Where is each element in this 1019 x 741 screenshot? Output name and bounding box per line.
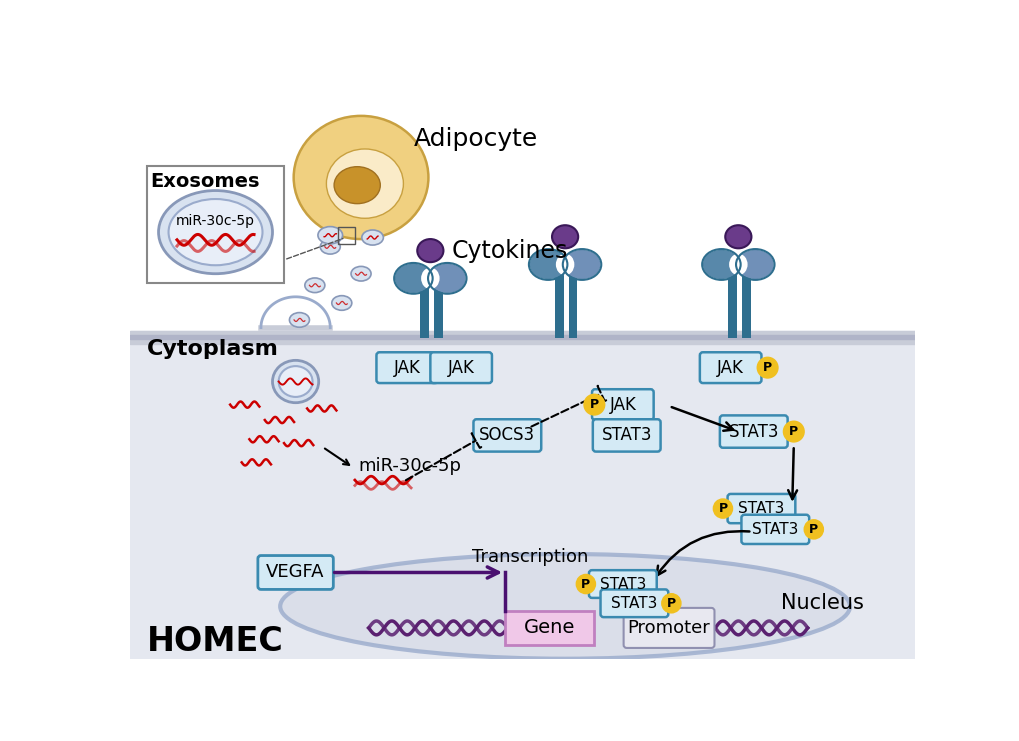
Ellipse shape (417, 239, 443, 262)
FancyBboxPatch shape (588, 570, 656, 598)
Ellipse shape (362, 230, 383, 245)
FancyBboxPatch shape (473, 419, 541, 451)
Ellipse shape (168, 199, 262, 265)
Ellipse shape (158, 190, 272, 273)
Text: Exosomes: Exosomes (150, 172, 259, 191)
Text: JAK: JAK (447, 359, 474, 376)
Ellipse shape (305, 278, 324, 293)
Ellipse shape (289, 313, 309, 328)
Text: P: P (589, 398, 598, 411)
Ellipse shape (351, 267, 371, 281)
Ellipse shape (394, 264, 431, 293)
Text: STAT3: STAT3 (601, 426, 651, 445)
Text: P: P (789, 425, 798, 438)
Bar (569, 272, 577, 338)
Ellipse shape (529, 250, 567, 279)
Circle shape (661, 594, 680, 613)
Text: Cytokines: Cytokines (451, 239, 568, 262)
Ellipse shape (278, 366, 312, 397)
Ellipse shape (564, 250, 600, 279)
FancyBboxPatch shape (727, 494, 795, 523)
Text: P: P (762, 361, 771, 374)
FancyBboxPatch shape (591, 389, 653, 420)
Text: VEGFA: VEGFA (266, 563, 324, 582)
Ellipse shape (551, 225, 578, 248)
Text: miR-30c-5p: miR-30c-5p (358, 457, 461, 475)
Bar (129, 331, 915, 344)
Text: P: P (808, 523, 817, 536)
Text: Gene: Gene (524, 619, 575, 637)
Circle shape (783, 422, 803, 442)
Text: STAT3: STAT3 (751, 522, 798, 537)
Bar (554, 272, 564, 338)
Ellipse shape (702, 250, 739, 279)
Ellipse shape (428, 264, 466, 293)
Ellipse shape (334, 167, 380, 204)
Text: Cytoplasm: Cytoplasm (147, 339, 278, 359)
Bar (434, 286, 442, 338)
Ellipse shape (293, 116, 428, 239)
Ellipse shape (326, 149, 403, 219)
Bar (728, 272, 736, 338)
Bar (337, 227, 355, 244)
Ellipse shape (421, 268, 439, 289)
FancyBboxPatch shape (623, 608, 713, 648)
Circle shape (804, 520, 822, 539)
Circle shape (757, 358, 776, 378)
Text: miR-30c-5p: miR-30c-5p (176, 214, 255, 228)
Bar (147, 166, 283, 283)
Ellipse shape (320, 239, 340, 254)
Ellipse shape (331, 296, 352, 310)
Text: STAT3: STAT3 (599, 576, 645, 591)
Ellipse shape (555, 253, 574, 275)
FancyBboxPatch shape (741, 515, 808, 544)
FancyBboxPatch shape (258, 556, 333, 589)
Text: P: P (581, 577, 590, 591)
Text: JAK: JAK (716, 359, 743, 376)
Text: P: P (666, 597, 676, 610)
Text: JAK: JAK (393, 359, 420, 376)
FancyBboxPatch shape (592, 419, 660, 451)
Text: SOCS3: SOCS3 (479, 426, 535, 445)
Text: STAT3: STAT3 (738, 501, 784, 516)
Text: HOMEC: HOMEC (147, 625, 283, 658)
Circle shape (576, 575, 594, 594)
Circle shape (584, 395, 604, 415)
FancyBboxPatch shape (430, 352, 491, 383)
Ellipse shape (725, 225, 751, 248)
Bar (420, 286, 428, 338)
Text: STAT3: STAT3 (728, 422, 779, 441)
Text: P: P (717, 502, 727, 515)
FancyBboxPatch shape (600, 589, 667, 617)
FancyBboxPatch shape (699, 352, 761, 383)
Bar (129, 331, 915, 659)
FancyBboxPatch shape (719, 416, 787, 448)
Ellipse shape (736, 250, 773, 279)
Text: JAK: JAK (608, 396, 636, 413)
FancyBboxPatch shape (376, 352, 437, 383)
Circle shape (713, 499, 732, 518)
Ellipse shape (280, 554, 849, 659)
Ellipse shape (272, 360, 318, 402)
Bar (742, 272, 750, 338)
Text: Transcription: Transcription (472, 548, 588, 566)
Text: Nucleus: Nucleus (780, 594, 863, 614)
Ellipse shape (729, 253, 747, 275)
Text: Promoter: Promoter (627, 619, 709, 637)
Ellipse shape (318, 227, 342, 244)
Text: STAT3: STAT3 (610, 596, 657, 611)
Bar (129, 334, 915, 339)
Text: Adipocyte: Adipocyte (413, 127, 537, 151)
Bar (504, 611, 594, 645)
